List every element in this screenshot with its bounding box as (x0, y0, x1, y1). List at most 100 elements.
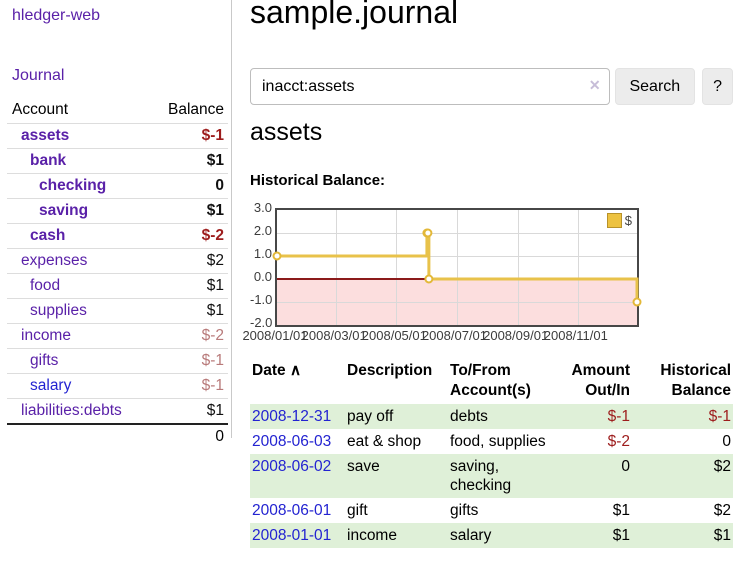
account-row: expenses $2 (7, 248, 228, 274)
register-header-amount: Amount Out/In (571, 362, 630, 399)
transaction-balance: $1 (713, 527, 731, 544)
help-button[interactable]: ? (702, 68, 733, 105)
y-tick-label: -1.0 (250, 292, 273, 307)
transaction-amount: 0 (621, 458, 630, 475)
search-button[interactable]: Search (614, 68, 696, 105)
account-link-expenses[interactable]: expenses (21, 252, 88, 269)
account-balance: $-1 (117, 348, 228, 374)
y-tick-label: 2.0 (253, 223, 272, 238)
account-row: food $1 (7, 273, 228, 299)
main-content: sample.journal ✕ Search ? assets Histori… (242, 0, 733, 582)
account-link-bank[interactable]: bank (30, 152, 67, 169)
transaction-date-link[interactable]: 2008-06-02 (252, 458, 332, 475)
y-tick-label: -2.0 (250, 315, 273, 330)
register-row: 2008-12-31 pay off debts $-1 $-1 (250, 404, 733, 429)
transaction-date-link[interactable]: 2008-06-03 (252, 433, 332, 450)
transaction-amount: $1 (612, 502, 630, 519)
transaction-accounts: salary (450, 527, 492, 544)
account-link-assets[interactable]: assets (21, 127, 70, 144)
account-balance: $-1 (117, 123, 228, 149)
transaction-description: income (347, 527, 397, 544)
chart-legend: $ (603, 212, 635, 229)
register-table: Date ∧ Description To/From Account(s) Am… (250, 358, 733, 548)
clear-search-icon[interactable]: ✕ (588, 77, 601, 93)
x-tick-label: 2008/09/01 (483, 328, 549, 343)
register-row: 2008-06-02 save saving, checking 0 $2 (250, 454, 733, 498)
account-link-food[interactable]: food (30, 277, 61, 294)
transaction-balance: $2 (713, 502, 731, 519)
accounts-table: Account Balance assets $-1 bank $1 check… (7, 98, 228, 449)
chart-plot-area: $ (272, 208, 642, 327)
account-row: cash $-2 (7, 223, 228, 249)
x-tick-label: 2008/05/01 (361, 328, 427, 343)
account-link-checking[interactable]: checking (39, 177, 107, 194)
account-link-supplies[interactable]: supplies (30, 302, 87, 319)
transaction-description: save (347, 458, 380, 475)
x-tick-label: 2008/03/01 (301, 328, 367, 343)
account-row: saving $1 (7, 198, 228, 224)
register-row: 2008-01-01 income salary $1 $1 (250, 523, 733, 548)
account-heading: assets (250, 118, 323, 146)
account-link-liabilities-debts[interactable]: liabilities:debts (21, 402, 122, 419)
y-tick-label: 3.0 (253, 200, 272, 215)
account-balance: $1 (117, 148, 228, 174)
accounts-header-row: Account Balance (7, 98, 228, 124)
account-row: salary $-1 (7, 373, 228, 399)
page-title: sample.journal (250, 0, 459, 30)
transaction-accounts: debts (450, 408, 488, 425)
register-row: 2008-06-01 gift gifts $1 $2 (250, 498, 733, 523)
legend-label: $ (624, 213, 632, 228)
transaction-accounts: saving, checking (450, 458, 512, 494)
account-row: checking 0 (7, 173, 228, 199)
account-balance: $2 (117, 248, 228, 274)
account-row: assets $-1 (7, 123, 228, 149)
register-header-description: Description (347, 362, 433, 379)
account-link-income[interactable]: income (21, 327, 71, 344)
account-row: bank $1 (7, 148, 228, 174)
accounts-header-account: Account (12, 101, 69, 118)
sidebar-item-journal[interactable]: Journal (12, 67, 65, 84)
sort-asc-icon: ∧ (289, 362, 302, 379)
account-link-gifts[interactable]: gifts (30, 352, 59, 369)
search-input[interactable] (250, 68, 610, 105)
accounts-total-value: 0 (117, 423, 228, 449)
sidebar: hledger-web Journal Account Balance asse… (0, 0, 232, 449)
account-row: gifts $-1 (7, 348, 228, 374)
accounts-total-row: 0 (7, 423, 228, 449)
y-tick-label: 1.0 (253, 246, 272, 261)
account-balance: $1 (117, 273, 228, 299)
account-row: supplies $1 (7, 298, 228, 324)
transaction-description: eat & shop (347, 433, 422, 450)
x-tick-label: 2008/07/01 (421, 328, 488, 343)
register-header-date[interactable]: Date ∧ (252, 362, 302, 379)
account-row: liabilities:debts $1 (7, 398, 228, 424)
brand-link[interactable]: hledger-web (12, 7, 101, 24)
balance-chart: $ 3.0 2.0 1.0 0.0 -1.0 -2.0 2008/01/01 2008/03… (242, 195, 733, 345)
account-row: income $-2 (7, 323, 228, 349)
account-link-saving[interactable]: saving (39, 202, 89, 219)
y-tick-label: 0.0 (253, 269, 272, 284)
transaction-accounts: gifts (450, 502, 479, 519)
account-balance: $1 (117, 198, 228, 224)
account-balance: $1 (117, 298, 228, 324)
transaction-balance: $2 (713, 458, 731, 475)
chart-title: Historical Balance: (250, 172, 386, 189)
transaction-amount: $-1 (607, 408, 630, 425)
register-row: 2008-06-03 eat & shop food, supplies $-2… (250, 429, 733, 454)
transaction-description: pay off (347, 408, 394, 425)
register-header-row: Date ∧ Description To/From Account(s) Am… (250, 358, 733, 404)
transaction-date-link[interactable]: 2008-12-31 (252, 408, 332, 425)
transaction-description: gift (347, 502, 368, 519)
transaction-date-link[interactable]: 2008-01-01 (252, 527, 332, 544)
search-bar: ✕ Search ? (250, 68, 733, 105)
register-header-accounts: To/From Account(s) (450, 362, 531, 399)
x-tick-label: 2008/01/01 (242, 328, 308, 343)
legend-swatch-icon (606, 213, 622, 228)
register-header-balance: Historical Balance (660, 362, 731, 399)
transaction-amount: $-2 (607, 433, 630, 450)
x-tick-label: 2008/11/01 (543, 328, 608, 343)
account-link-salary[interactable]: salary (30, 377, 72, 394)
account-link-cash[interactable]: cash (30, 227, 66, 244)
transaction-balance: 0 (722, 433, 731, 450)
transaction-date-link[interactable]: 2008-06-01 (252, 502, 332, 519)
